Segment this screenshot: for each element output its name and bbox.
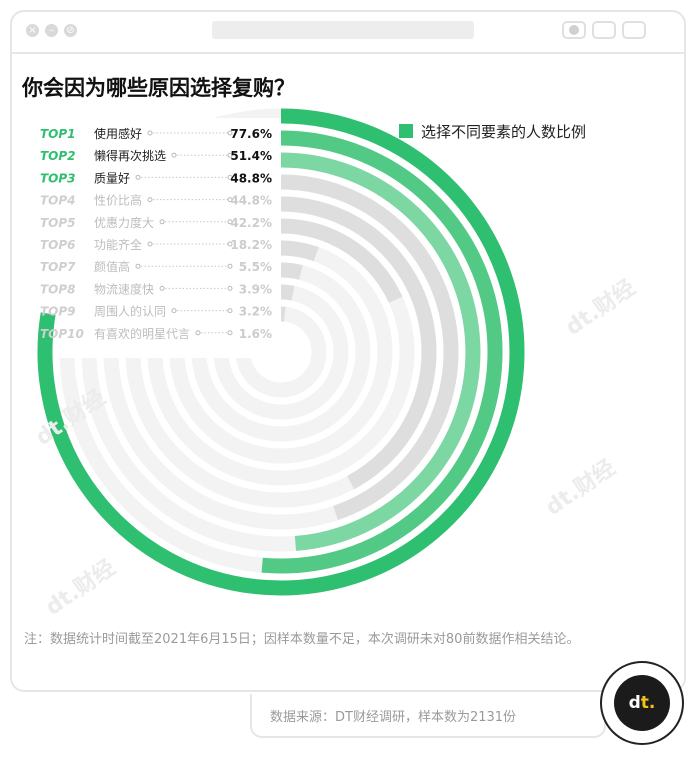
leader-dot: [227, 308, 233, 314]
ring-bar-6: [280, 218, 403, 304]
leader-dot: [159, 285, 165, 291]
ring-bar-2: [261, 130, 503, 574]
leader-dot: [227, 263, 233, 269]
leader-dot: [227, 219, 233, 225]
leader-dot: [135, 263, 141, 269]
value-label: 42.2%: [230, 216, 272, 230]
logo-accent: t.: [640, 693, 656, 713]
ring-bar-7: [280, 240, 319, 262]
leader-dot: [227, 330, 233, 336]
value-label: 3.2%: [239, 305, 272, 319]
category-label: 懒得再次挑选: [94, 148, 166, 163]
rank-label: TOP4: [40, 194, 76, 208]
legend-label: 选择不同要素的人数比例: [421, 123, 586, 141]
ring-bar-4: [280, 174, 459, 521]
leader-dot: [147, 197, 153, 203]
rank-label: TOP5: [40, 216, 76, 230]
category-label: 有喜欢的明星代言: [94, 326, 190, 341]
category-label: 功能齐全: [94, 237, 142, 252]
value-label: 77.6%: [230, 127, 272, 141]
legend-swatch: [399, 124, 413, 138]
leader-dot: [227, 152, 233, 158]
category-label: 性价比高: [94, 193, 142, 208]
chart-title: 你会因为哪些原因选择复购？: [22, 76, 295, 100]
category-label: 优惠力度大: [94, 215, 154, 230]
record-button[interactable]: [562, 21, 586, 39]
source-tab: [250, 694, 606, 738]
label-panel: [28, 118, 281, 358]
category-label: 使用感好: [94, 126, 142, 141]
ring-bar-1: [37, 108, 525, 596]
leader-dot: [227, 130, 233, 136]
rank-label: TOP9: [40, 305, 76, 319]
category-label: 物流速度快: [94, 281, 154, 296]
dt-logo: dt.: [614, 675, 670, 731]
leader-dot: [227, 174, 233, 180]
window-titlebar: × – ⊘: [12, 12, 684, 54]
close-icon[interactable]: ×: [26, 24, 39, 37]
value-label: 18.2%: [230, 238, 272, 252]
leader-dot: [227, 285, 233, 291]
ring-bar-9: [280, 284, 295, 301]
rank-label: TOP1: [40, 127, 76, 141]
leader-dot: [147, 241, 153, 247]
footnote: 注：数据统计时间截至2021年6月15日；因样本数量不足，本次调研未对80前数据…: [24, 632, 580, 647]
leader-dot: [171, 152, 177, 158]
rank-label: TOP6: [40, 238, 76, 252]
value-label: 5.5%: [239, 260, 272, 274]
address-bar[interactable]: [212, 21, 474, 39]
record-icon: [569, 25, 579, 35]
ring-bar-5: [280, 196, 437, 490]
radial-bar-chart: TOP1 使用感好 77.6% TOP2 懒得再次挑选 51.4% TOP3 质量好 48.8%…: [28, 108, 587, 596]
rank-label: TOP2: [40, 149, 76, 163]
rank-label: TOP10: [40, 327, 84, 341]
leader-dot: [171, 308, 177, 314]
logo-main: d: [628, 693, 641, 713]
value-label: 1.6%: [239, 327, 272, 341]
leader-dot: [147, 130, 153, 136]
block-icon[interactable]: ⊘: [64, 24, 77, 37]
copy-button[interactable]: [622, 21, 646, 39]
ring-bar-8: [280, 262, 303, 280]
leader-dot: [195, 330, 201, 336]
value-label: 48.8%: [230, 171, 272, 185]
leader-dot: [227, 197, 233, 203]
home-button[interactable]: [592, 21, 616, 39]
leader-dot: [135, 174, 141, 180]
value-label: 51.4%: [230, 149, 272, 163]
source-text: 数据来源：DT财经调研，样本数为2131份: [270, 710, 517, 725]
ring-bar-3: [280, 152, 481, 551]
category-label: 颜值高: [94, 259, 130, 274]
leader-dot: [159, 219, 165, 225]
rank-label: TOP7: [40, 260, 76, 274]
category-label: 周围人的认同: [94, 304, 166, 319]
value-label: 3.9%: [239, 282, 272, 296]
value-label: 44.8%: [230, 194, 272, 208]
rank-label: TOP8: [40, 282, 76, 296]
leader-dot: [227, 241, 233, 247]
rank-label: TOP3: [40, 171, 76, 185]
minimize-icon[interactable]: –: [45, 24, 58, 37]
category-label: 质量好: [94, 171, 130, 185]
